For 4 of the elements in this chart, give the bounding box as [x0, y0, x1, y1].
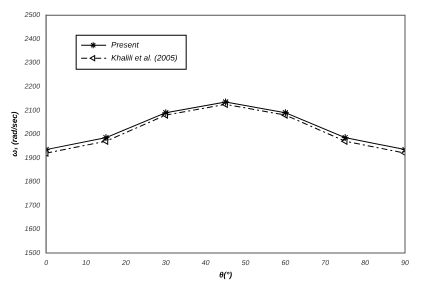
legend-label: Present — [111, 40, 140, 50]
x-axis-title: θ(°) — [219, 270, 232, 280]
y-axis-title: ω₁ (rad/sec) — [10, 111, 20, 157]
legend-label: Khalili et al. (2005) — [111, 53, 178, 62]
